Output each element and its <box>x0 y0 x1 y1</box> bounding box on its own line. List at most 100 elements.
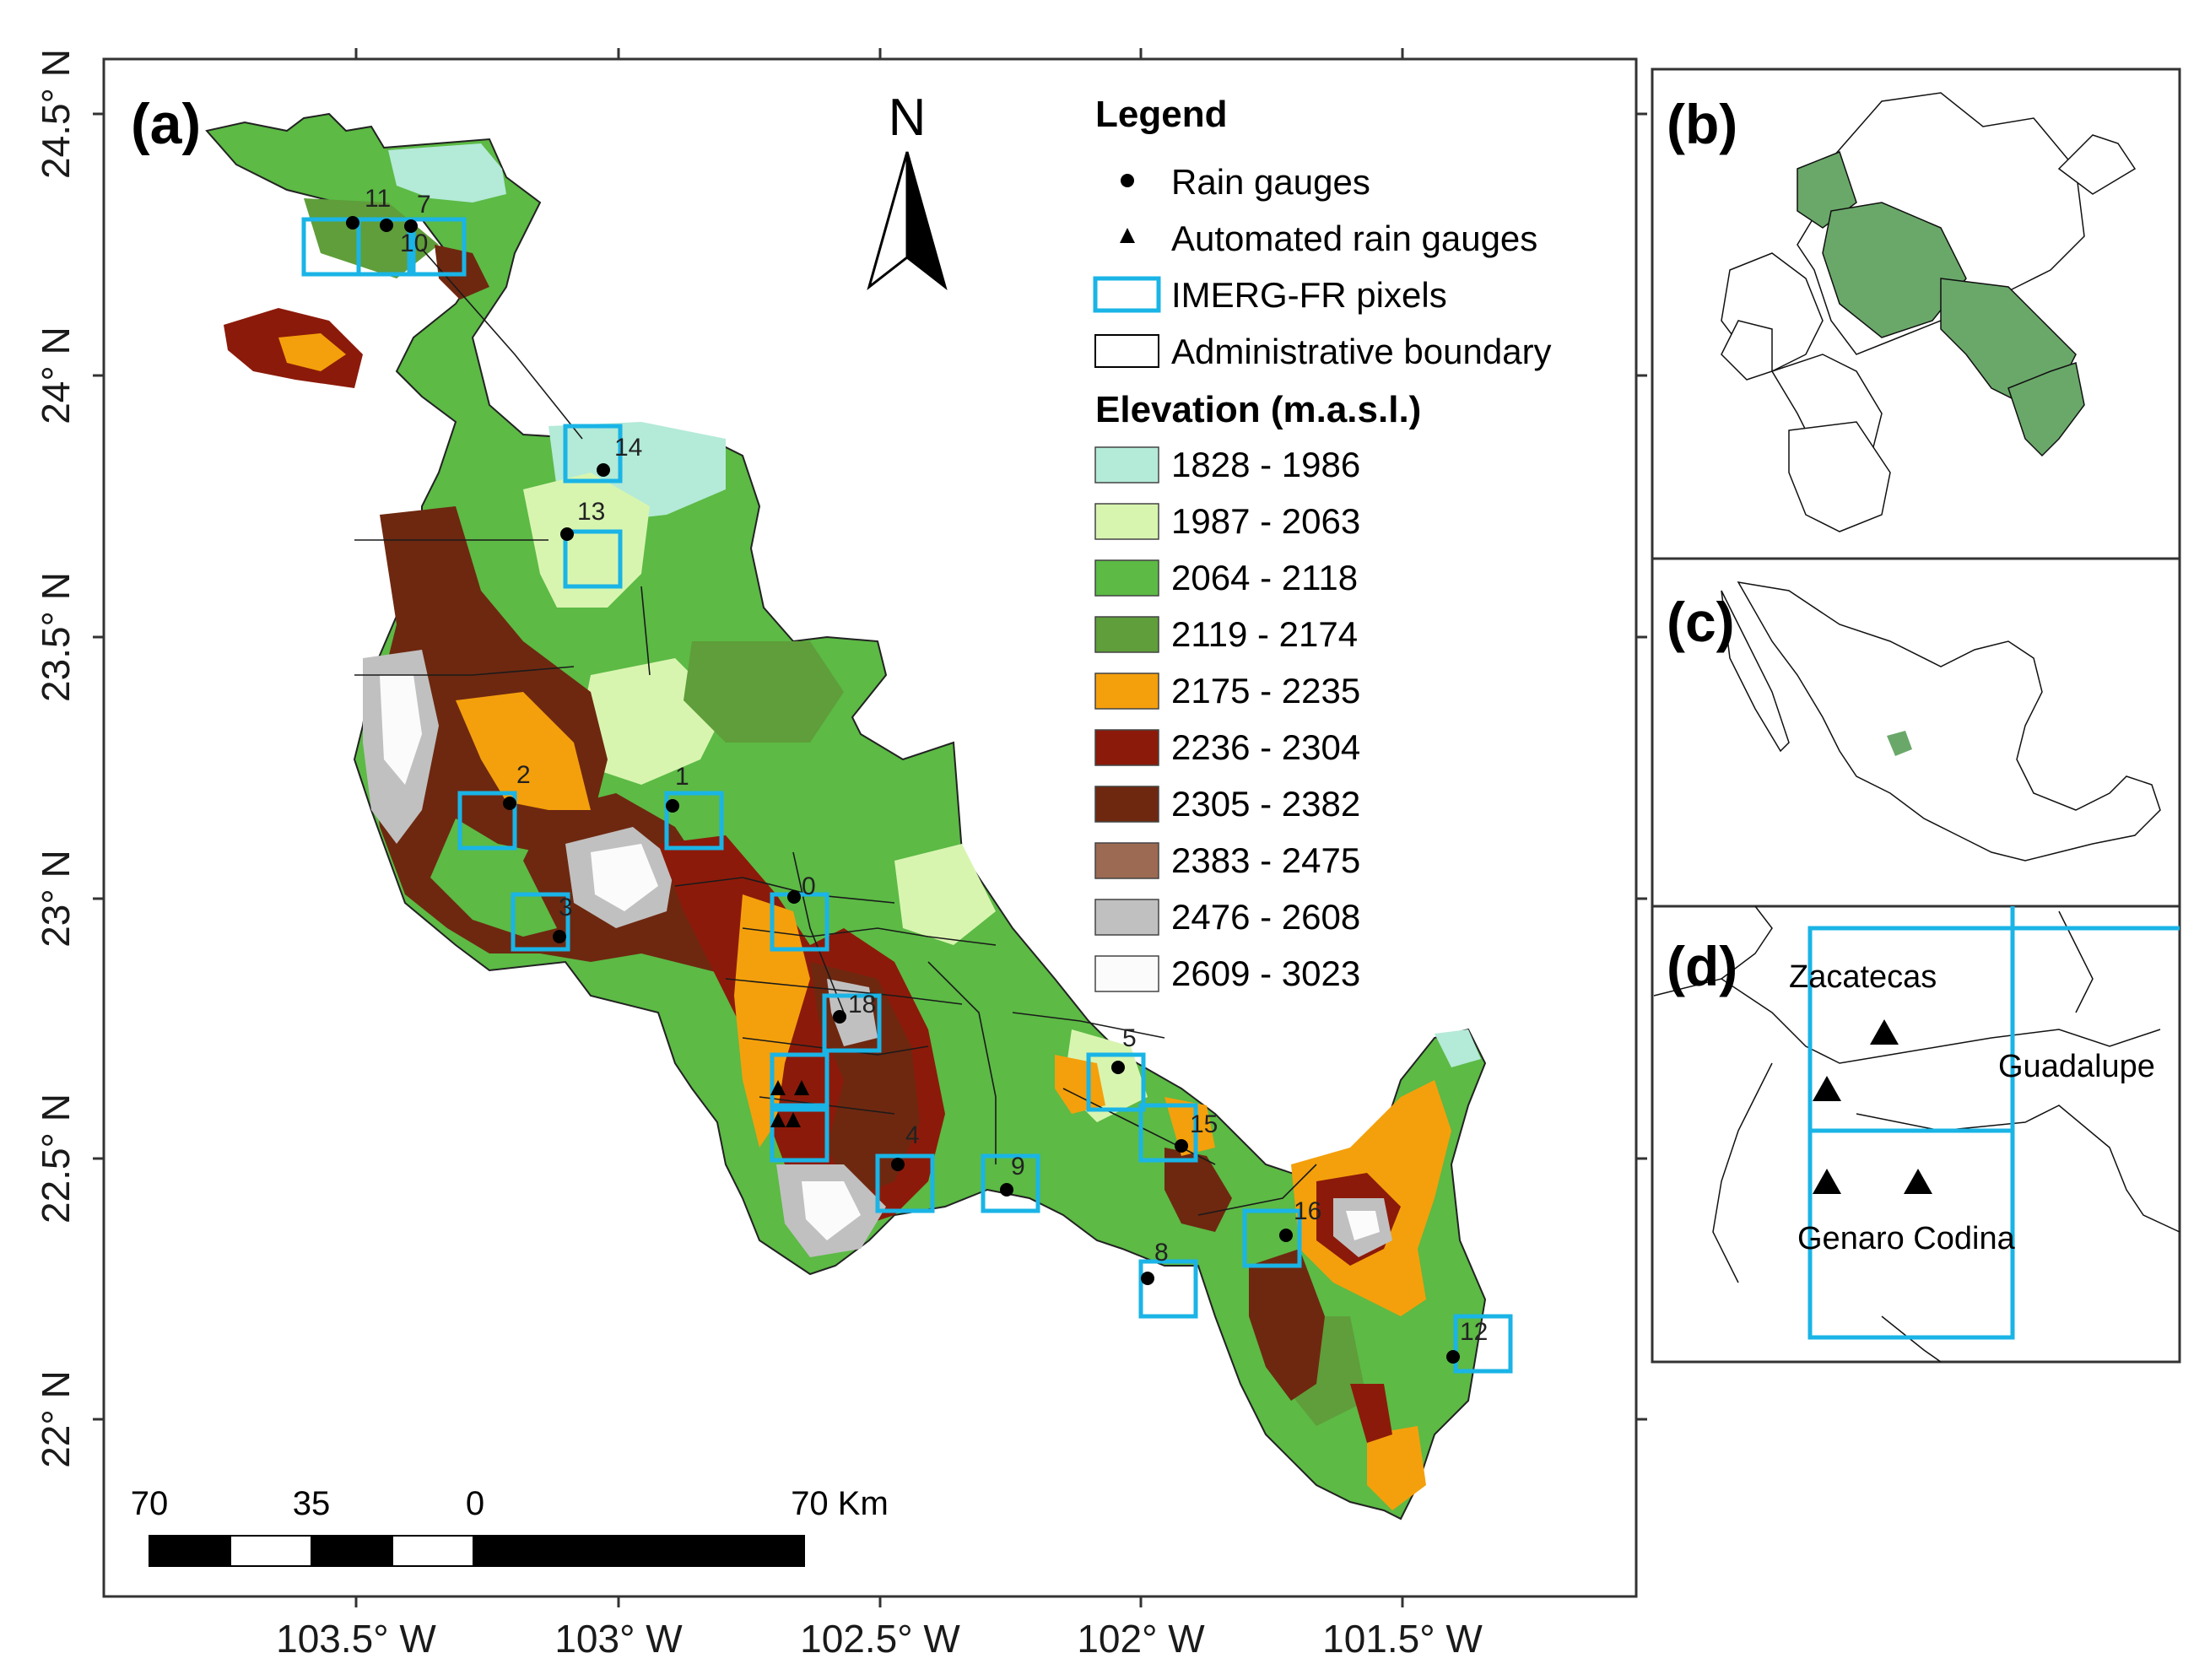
scale-label-0: 0 <box>466 1485 484 1522</box>
elevation-swatch <box>1094 899 1159 936</box>
elevation-swatch <box>1094 786 1159 823</box>
imerg-box-symbol <box>1093 276 1161 313</box>
east-brown <box>1249 1249 1325 1401</box>
rain-gauges <box>346 216 1460 1364</box>
lat-label: 23.5° N <box>34 572 78 702</box>
gauge-label: 2 <box>516 761 531 789</box>
panel-label-a: (a) <box>131 92 201 156</box>
scale-bar: 70 35 0 70 Km <box>131 1485 889 1567</box>
elevation-swatch <box>1094 559 1159 597</box>
elevation-label: 1987 - 2063 <box>1171 501 1360 541</box>
legend: Legend Rain gauges Automated rain gauges… <box>1093 94 1552 993</box>
imerg-pixels <box>301 217 1513 1374</box>
admin-boundaries <box>354 248 1317 1216</box>
lat-label: 24° N <box>34 327 78 424</box>
gauge-label: 8 <box>1154 1239 1169 1267</box>
gauge-label: 3 <box>559 894 573 921</box>
elevation-label: 2119 - 2174 <box>1171 614 1358 654</box>
north-arrow: N <box>867 89 948 290</box>
gauge-label: 12 <box>1460 1318 1488 1346</box>
gauge-label: 10 <box>400 230 428 257</box>
lon-label: 101.5° W <box>1322 1617 1483 1661</box>
scale-label-35: 35 <box>293 1485 331 1522</box>
elevation-title: Elevation (m.a.s.l.) <box>1095 389 1421 430</box>
inset-b-map <box>1721 92 2137 532</box>
automated-rain-gauges <box>770 1080 809 1127</box>
gauge-label: 16 <box>1294 1197 1321 1225</box>
west-sierra-orange <box>456 692 591 810</box>
elevation-label: 2236 - 2304 <box>1171 727 1360 767</box>
gauge-label: 5 <box>1122 1024 1137 1052</box>
gauge-label: 14 <box>614 434 642 462</box>
gauge-label: 13 <box>577 498 605 526</box>
inset-d-imerg <box>1807 906 2180 1340</box>
east-orange-2 <box>1055 1055 1105 1114</box>
gauge-label: 9 <box>1011 1153 1025 1180</box>
scale-label-70-km: 70 Km <box>791 1485 889 1522</box>
gauge-label: 4 <box>905 1121 920 1149</box>
panel-label-c: (c) <box>1667 591 1735 653</box>
elevation-swatch <box>1094 673 1159 710</box>
lon-label: 102° W <box>1077 1617 1205 1661</box>
place-genaro-codina: Genaro Codina <box>1797 1221 2016 1256</box>
legend-item-admin: Administrative boundary <box>1171 332 1552 371</box>
south-ridge-orange <box>734 894 810 1148</box>
lat-label: 22° N <box>34 1370 78 1468</box>
southeast-tip-orange <box>1367 1426 1426 1510</box>
light-green-east <box>894 844 996 945</box>
elevation-swatch <box>1094 842 1159 879</box>
elevation-swatch <box>1094 446 1159 483</box>
north-arrow-label: N <box>889 89 927 147</box>
east-mint <box>1435 1029 1481 1067</box>
panel-label-b: (b) <box>1667 93 1737 155</box>
lat-label: 23° N <box>34 850 78 948</box>
inset-d-gauges <box>1813 1019 1932 1194</box>
lon-labels: 103.5° W 103° W 102.5° W 102° W 101.5° W <box>276 1617 1483 1661</box>
gauge-label: 15 <box>1190 1110 1218 1138</box>
west-sierra-white <box>380 675 422 785</box>
central-peak-white <box>591 844 658 911</box>
inset-c-map <box>1721 581 2161 862</box>
elevation-label: 2175 - 2235 <box>1171 671 1360 710</box>
gauge-label: 0 <box>802 872 816 900</box>
rain-gauge-symbol <box>1121 174 1134 187</box>
east-mid-brown <box>1164 1148 1232 1232</box>
elevation-label: 2609 - 3023 <box>1171 953 1360 993</box>
place-zacatecas: Zacatecas <box>1789 959 1937 995</box>
elevation-label: 2305 - 2382 <box>1171 784 1360 824</box>
elevation-swatch <box>1094 616 1159 653</box>
lon-label: 102.5° W <box>800 1617 960 1661</box>
automated-gauge-symbol <box>1120 228 1135 243</box>
gauge-label: 18 <box>848 991 876 1018</box>
elevation-label: 2383 - 2475 <box>1171 840 1360 880</box>
scale-label-70-left: 70 <box>131 1485 169 1522</box>
elevation-swatch <box>1094 729 1159 766</box>
lon-label: 103.5° W <box>276 1617 436 1661</box>
inset-c-zacatecas <box>1887 731 1912 756</box>
gauge-label: 7 <box>417 191 431 219</box>
elevation-label: 2476 - 2608 <box>1171 897 1360 937</box>
mint-zone-north <box>388 143 506 203</box>
elevation-swatch <box>1094 503 1159 540</box>
legend-item-rain-gauges: Rain gauges <box>1171 162 1370 202</box>
elevation-label: 1828 - 1986 <box>1171 445 1360 484</box>
east-white <box>1346 1211 1380 1240</box>
dark-green-patch <box>684 641 844 743</box>
gauge-labels: 11 7 10 14 13 2 1 3 0 18 5 15 4 9 16 8 1… <box>365 185 1488 1346</box>
admin-box-symbol <box>1094 334 1159 368</box>
lat-label: 24.5° N <box>34 49 78 179</box>
lat-label: 22.5° N <box>34 1094 78 1224</box>
legend-item-imerg: IMERG-FR pixels <box>1171 275 1447 315</box>
elevation-map <box>205 112 1487 1521</box>
gauge-label: 11 <box>365 185 391 213</box>
southeast-tip-red <box>1350 1384 1392 1443</box>
place-guadalupe: Guadalupe <box>1998 1049 2155 1084</box>
south-ridge-white <box>802 1181 861 1240</box>
lat-labels: 24.5° N 24° N 23.5° N 23° N 22.5° N 22° … <box>34 49 78 1468</box>
gauge-label: 1 <box>675 763 689 791</box>
legend-title: Legend <box>1095 94 1227 135</box>
lon-label: 103° W <box>554 1617 683 1661</box>
elevation-label: 2064 - 2118 <box>1171 558 1358 597</box>
nw-orange <box>278 333 346 371</box>
